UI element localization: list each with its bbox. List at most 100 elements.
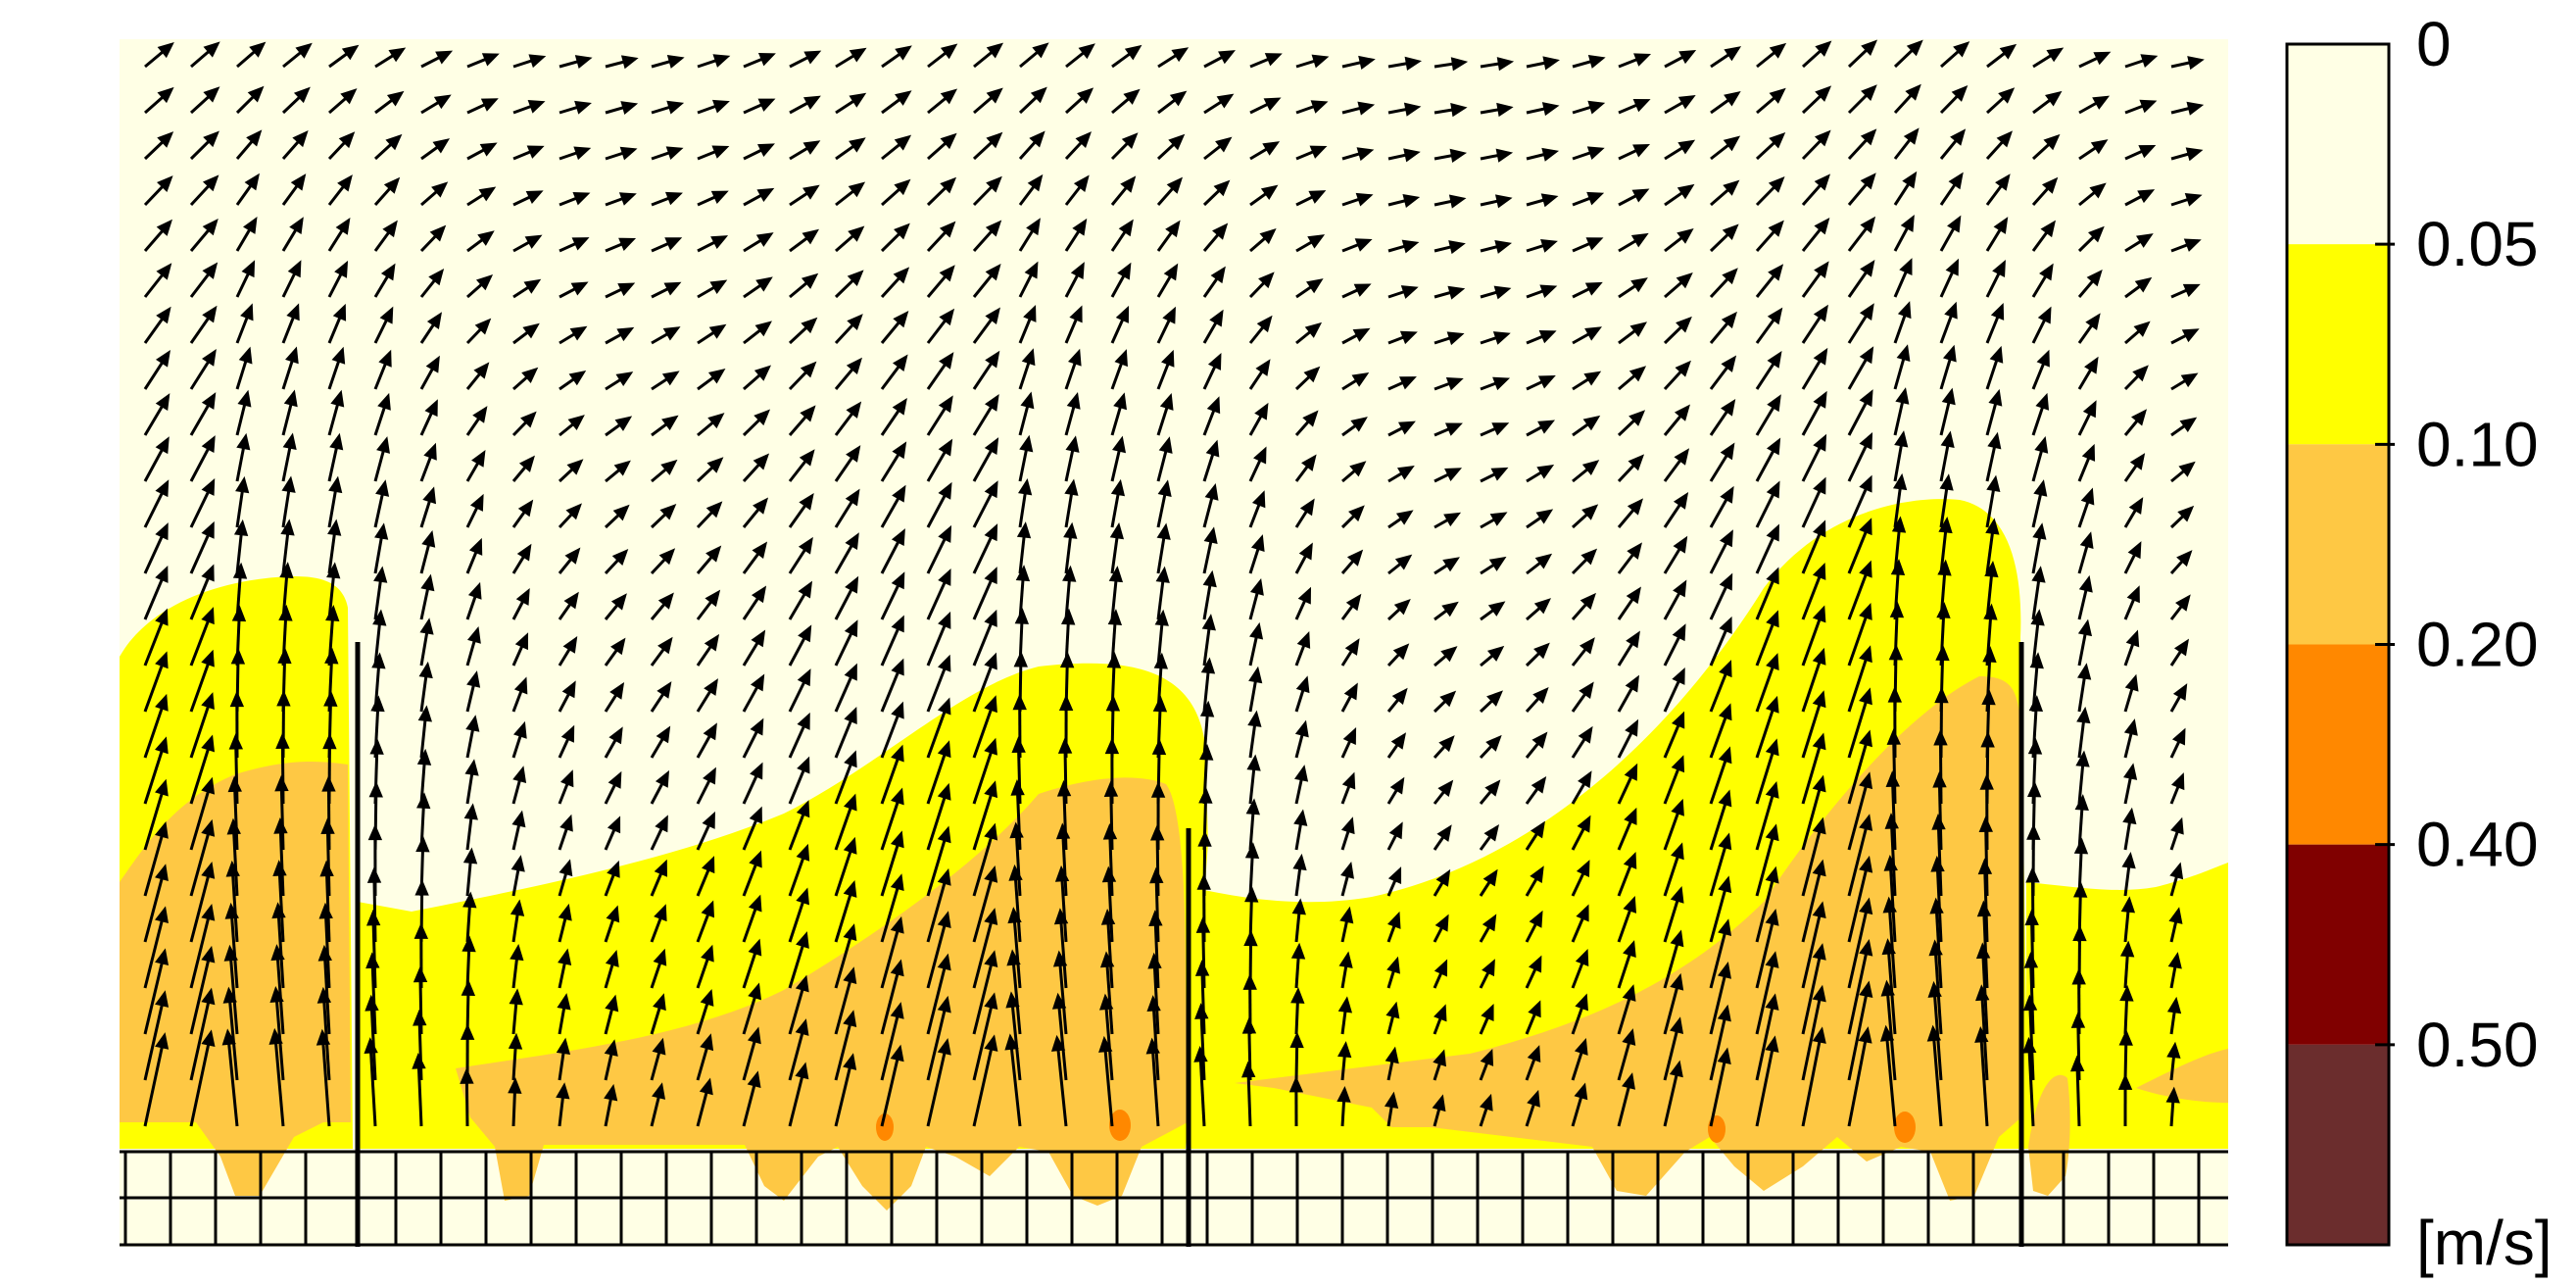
velocity-arrowhead [1631, 188, 1650, 203]
velocity-arrowhead [318, 902, 333, 919]
velocity-arrowhead [984, 780, 998, 799]
velocity-arrowhead [473, 362, 490, 379]
velocity-arrowhead [1902, 171, 1918, 189]
velocity-arrowhead [201, 734, 216, 753]
velocity-arrowhead [2073, 881, 2088, 898]
velocity-arrowhead [1721, 311, 1737, 329]
velocity-arrowhead [757, 53, 776, 67]
velocity-arrowhead [1120, 175, 1137, 193]
velocity-arrowhead [419, 618, 434, 635]
velocity-arrowhead [1928, 939, 1943, 957]
velocity-arrowhead [1859, 431, 1873, 450]
velocity-arrowhead [1896, 344, 1911, 362]
velocity-arrowhead [2040, 220, 2057, 238]
colorbar-swatch [2287, 1044, 2389, 1245]
velocity-arrowhead [1163, 263, 1179, 281]
velocity-arrowhead [844, 793, 857, 812]
velocity-arrow [1801, 988, 1823, 1081]
velocity-arrowhead [1812, 901, 1826, 919]
velocity-arrowhead [707, 368, 726, 384]
velocity-arrowhead [365, 952, 380, 969]
velocity-arrowhead [1669, 1060, 1683, 1078]
velocity-arrowhead [1983, 603, 1998, 620]
velocity-arrowhead [1206, 396, 1221, 415]
velocity-arrow [1801, 1029, 1823, 1127]
velocity-arrowhead [1434, 959, 1448, 977]
velocity-arrowhead [1209, 309, 1224, 327]
velocity-arrow [189, 949, 213, 1035]
velocity-arrowhead [1117, 262, 1132, 280]
velocity-arrowhead [286, 303, 300, 321]
velocity-arrowhead [1388, 821, 1403, 840]
velocity-arrowhead [1012, 693, 1027, 711]
velocity-arrowhead [558, 948, 572, 966]
velocity-arrowhead [1722, 268, 1738, 285]
velocity-arrowhead [658, 548, 676, 566]
velocity-arrowhead [797, 756, 810, 774]
velocity-arrowhead [1987, 431, 2002, 450]
velocity-arrowhead [1812, 859, 1826, 877]
velocity-arrowhead [892, 398, 907, 416]
velocity-arrowhead [1765, 909, 1779, 926]
velocity-arrow [1934, 901, 1943, 989]
velocity-arrowhead [1982, 646, 1997, 663]
velocity-arrowhead [937, 995, 951, 1013]
velocity-arrowhead [938, 654, 951, 672]
velocity-arrowhead [201, 435, 216, 453]
velocity-arrowhead [1586, 146, 1605, 161]
velocity-arrowhead [460, 1023, 475, 1040]
velocity-arrowhead [1717, 1047, 1731, 1065]
colorbar-tick-label: 0.10 [2416, 409, 2539, 479]
velocity-arrowhead [1624, 763, 1638, 781]
colorbar-swatch [2287, 244, 2389, 445]
velocity-arrowhead [1441, 601, 1459, 618]
velocity-arrowhead [463, 803, 478, 820]
velocity-arrowhead [414, 879, 429, 896]
velocity-arrowhead [802, 228, 819, 245]
velocity-arrow [1933, 942, 1943, 1035]
velocity-arrowhead [700, 989, 714, 1007]
velocity-arrowhead [202, 305, 218, 323]
velocity-arrowhead [2043, 133, 2061, 151]
velocity-arrow [1008, 1036, 1022, 1127]
velocity-arrowhead [1930, 855, 1945, 872]
velocity-arrowhead [1879, 1024, 1895, 1042]
velocity-arrow [1847, 774, 1871, 851]
velocity-arrowhead [1536, 464, 1555, 479]
velocity-arrowhead [1587, 55, 1606, 69]
velocity-arrowhead [1673, 579, 1687, 598]
velocity-arrow [972, 868, 996, 943]
velocity-arrowhead [1724, 46, 1742, 62]
velocity-arrowhead [232, 562, 248, 579]
velocity-arrowhead [1194, 1003, 1209, 1019]
colorbar-tick-label: 0.20 [2416, 610, 2539, 680]
velocity-arrowhead [1859, 389, 1873, 408]
velocity-arrowhead [1860, 128, 1877, 146]
velocity-arrowhead [422, 486, 437, 505]
velocity-arrowhead [1153, 652, 1169, 669]
velocity-arrowhead [2138, 145, 2157, 159]
velocity-arrowhead [984, 992, 998, 1011]
velocity-arrowhead [1154, 609, 1169, 626]
velocity-arrowhead [1491, 422, 1510, 436]
velocity-arrowhead [1672, 623, 1686, 642]
velocity-arrowhead [1403, 102, 1422, 117]
velocity-arrowhead [1769, 42, 1787, 59]
velocity-arrowhead [2073, 837, 2089, 855]
velocity-arrowhead [2176, 550, 2193, 568]
velocity-arrowhead [605, 994, 619, 1013]
velocity-arrow [189, 1032, 213, 1127]
velocity-arrowhead [659, 504, 677, 520]
velocity-arrowhead [1387, 911, 1401, 929]
velocity-arrow [2029, 913, 2035, 989]
velocity-arrowhead [1574, 1037, 1588, 1056]
velocity-arrowhead [1926, 1024, 1942, 1042]
velocity-arrowhead [157, 131, 174, 148]
velocity-arrowhead [937, 867, 951, 886]
velocity-arrowhead [1440, 646, 1458, 663]
velocity-arrowhead [1765, 993, 1779, 1011]
velocity-arrowhead [1719, 616, 1732, 634]
velocity-arrowhead [798, 580, 813, 599]
velocity-arrowhead [2032, 522, 2047, 540]
velocity-arrowhead [2119, 984, 2134, 1002]
